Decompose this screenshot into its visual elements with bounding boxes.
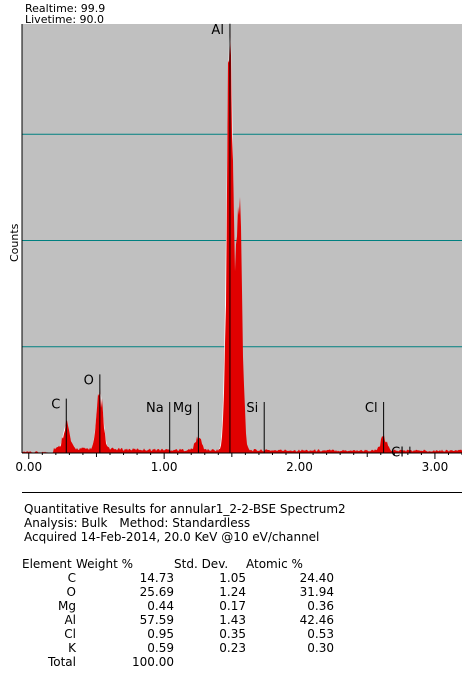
results-table-header: Element Weight % Std. Dev. Atomic % bbox=[22, 557, 334, 571]
realtime-label: Realtime: 99.9 bbox=[25, 2, 106, 15]
table-row: Mg 0.44 0.17 0.36 bbox=[22, 599, 334, 613]
cell-element: Cl bbox=[64, 627, 76, 641]
cell-atomic: 0.36 bbox=[307, 599, 334, 613]
cell-std-dev: 1.24 bbox=[219, 585, 246, 599]
spectrum-profile bbox=[22, 28, 462, 453]
cell-element: Total bbox=[47, 655, 76, 669]
x-tick-label: 3.00 bbox=[422, 460, 449, 474]
element-marker-label: Al bbox=[211, 23, 224, 38]
acquired-line: Acquired 14-Feb-2014, 20.0 KeV @10 eV/ch… bbox=[24, 530, 320, 544]
element-marker-label: C bbox=[51, 398, 60, 413]
cell-weight: 0.44 bbox=[147, 599, 174, 613]
col-header-atomic: Atomic % bbox=[246, 557, 303, 571]
cell-weight: 100.00 bbox=[132, 655, 174, 669]
cell-atomic: 24.40 bbox=[299, 571, 334, 585]
results-divider bbox=[22, 492, 462, 493]
x-tick-label: 1.00 bbox=[151, 460, 178, 474]
element-marker-label: O bbox=[84, 373, 94, 388]
cell-weight: 57.59 bbox=[139, 613, 174, 627]
cell-element: C bbox=[67, 571, 76, 585]
cell-atomic: 0.53 bbox=[307, 627, 334, 641]
cell-weight: 25.69 bbox=[139, 585, 174, 599]
x-tick-label: 2.00 bbox=[286, 460, 313, 474]
y-axis-label: Counts bbox=[8, 223, 21, 262]
table-row: O 25.69 1.24 31.94 bbox=[22, 585, 334, 599]
table-row: Al 57.59 1.43 42.46 bbox=[22, 613, 334, 627]
col-header-weight: Weight % bbox=[76, 557, 134, 571]
element-marker-label: Cl bbox=[365, 401, 378, 416]
cell-weight: 14.73 bbox=[139, 571, 174, 585]
cell-element: Al bbox=[64, 613, 76, 627]
col-header-std-dev: Std. Dev. bbox=[174, 557, 229, 571]
analysis-line: Analysis: Bulk Method: Standardless bbox=[24, 516, 346, 530]
cell-atomic: 31.94 bbox=[299, 585, 334, 599]
results-header: Quantitative Results for annular1_2-2-BS… bbox=[24, 502, 346, 544]
element-marker-label: Na bbox=[146, 401, 164, 416]
cell-weight: 0.95 bbox=[147, 627, 174, 641]
analysis-label: Analysis: Bulk bbox=[24, 516, 108, 530]
method-label: Method: Standardless bbox=[119, 516, 251, 530]
table-row: Total 100.00 bbox=[22, 655, 334, 669]
cell-std-dev: 0.23 bbox=[219, 641, 246, 655]
cell-element: Mg bbox=[58, 599, 76, 613]
table-row: Cl 0.95 0.35 0.53 bbox=[22, 627, 334, 641]
table-row: C 14.73 1.05 24.40 bbox=[22, 571, 334, 585]
cell-element: O bbox=[66, 585, 76, 599]
cell-std-dev: 0.35 bbox=[219, 627, 246, 641]
cell-std-dev: 1.43 bbox=[219, 613, 246, 627]
table-row: K 0.59 0.23 0.30 bbox=[22, 641, 334, 655]
cell-std-dev bbox=[174, 655, 246, 669]
results-table: Element Weight % Std. Dev. Atomic % C 14.… bbox=[22, 557, 334, 669]
cell-element: K bbox=[68, 641, 76, 655]
cell-atomic: 42.46 bbox=[299, 613, 334, 627]
cell-std-dev: 1.05 bbox=[219, 571, 246, 585]
results-title: Quantitative Results for annular1_2-2-BS… bbox=[24, 502, 346, 516]
cell-atomic: 0.30 bbox=[307, 641, 334, 655]
livetime-label: Livetime: 90.0 bbox=[25, 13, 105, 26]
cell-weight: 0.59 bbox=[147, 641, 174, 655]
element-marker-label: Si bbox=[246, 401, 258, 416]
element-marker-label: Mg bbox=[173, 401, 192, 416]
x-tick-label: 0.00 bbox=[15, 460, 42, 474]
col-header-element: Element bbox=[22, 557, 72, 571]
cell-std-dev: 0.17 bbox=[219, 599, 246, 613]
cell-atomic bbox=[246, 655, 334, 669]
